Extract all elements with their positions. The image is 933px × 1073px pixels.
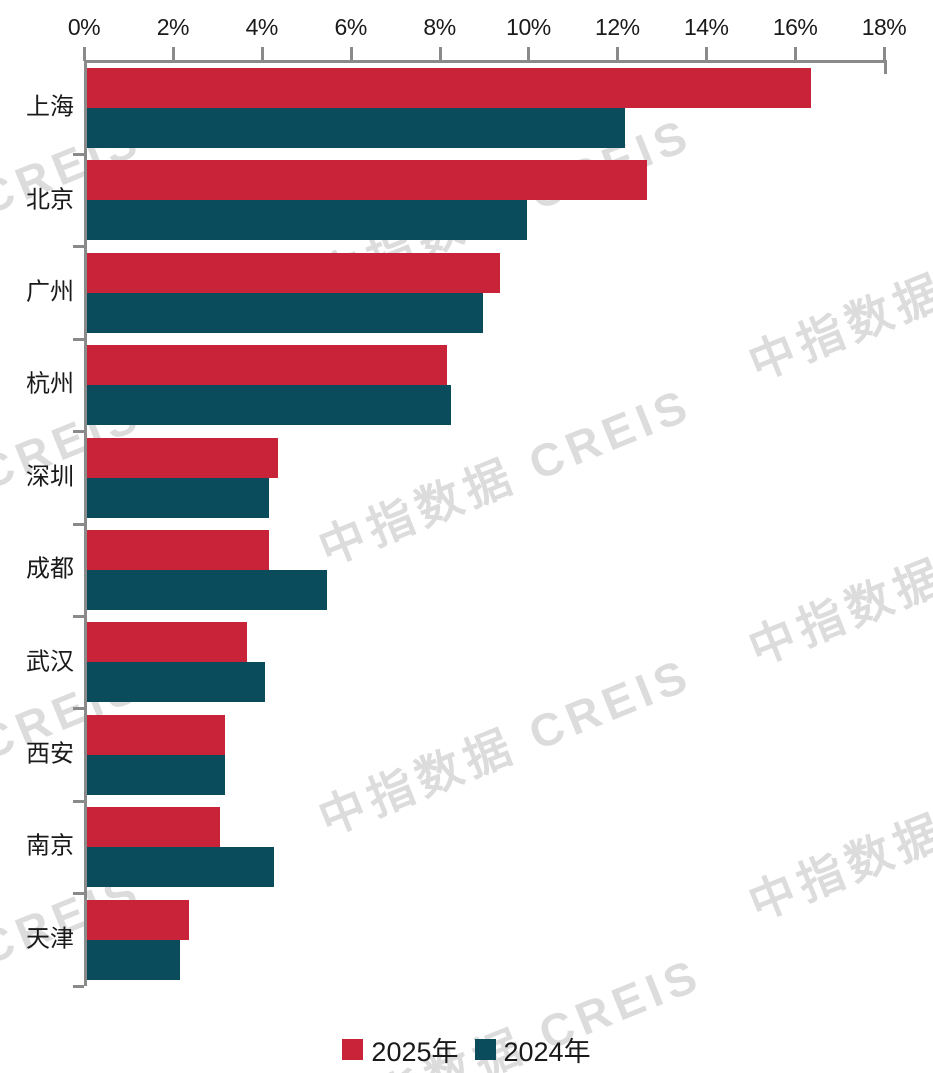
x-tick-label: 4%: [245, 14, 279, 40]
category-label: 深圳: [26, 463, 74, 491]
bar-2024: [87, 847, 274, 888]
watermark-text: 中指数据 CREIS: [741, 478, 933, 675]
y-tick-mark: [73, 337, 84, 341]
x-tick-mark: [349, 47, 353, 61]
category-label: 北京: [26, 186, 74, 214]
legend: 2025年 2024年: [0, 1030, 933, 1069]
x-tick-label: 16%: [772, 14, 818, 40]
x-axis-end-cap: [884, 60, 887, 74]
y-axis-line: [84, 62, 87, 986]
y-tick-mark: [73, 799, 84, 803]
bar-2025: [87, 899, 189, 940]
watermark-text: 中指数据 CREIS: [311, 647, 700, 845]
category-label: 西安: [26, 740, 74, 768]
category-label: 成都: [26, 555, 74, 583]
category-label: 杭州: [26, 370, 74, 398]
x-tick-label: 14%: [683, 14, 729, 40]
bar-2025: [87, 530, 269, 570]
bar-2024: [87, 292, 483, 333]
x-tick-label: 12%: [595, 14, 640, 40]
x-tick-mark: [260, 47, 264, 61]
category-label: 上海: [26, 93, 74, 121]
category-label: 南京: [26, 832, 74, 860]
category-label: 武汉: [26, 648, 74, 676]
x-axis-line: [84, 60, 887, 63]
bar-2025: [87, 714, 225, 755]
category-label: 广州: [26, 278, 74, 306]
watermark-text: 中指数据 CREIS: [741, 733, 933, 930]
bar-2024: [87, 570, 327, 610]
bar-2025: [87, 807, 220, 848]
bar-2025: [87, 68, 811, 108]
bar-2024: [87, 385, 451, 426]
x-tick-label: 8%: [423, 14, 456, 40]
y-tick-mark: [73, 430, 84, 434]
x-tick-mark: [171, 47, 175, 61]
bar-2024: [87, 477, 269, 518]
legend-label-2025: 2025年: [371, 1037, 459, 1067]
category-label: 天津: [26, 925, 74, 953]
x-tick-label: 0%: [67, 14, 101, 40]
bar-2025: [87, 345, 447, 386]
x-tick-label: 18%: [861, 14, 907, 40]
legend-label-2024: 2024年: [503, 1037, 591, 1067]
x-tick-label: 10%: [506, 14, 551, 40]
bar-2025: [87, 622, 247, 663]
bar-2025: [87, 252, 500, 293]
bar-2024: [87, 939, 180, 980]
watermark-text: 中指数据 CREIS: [741, 193, 933, 390]
x-tick-mark: [83, 47, 86, 61]
x-tick-label: 6%: [334, 14, 368, 40]
legend-item-2025: 2025年: [342, 1030, 459, 1069]
x-tick-mark: [883, 47, 886, 61]
y-tick-mark: [73, 152, 84, 156]
x-tick-mark: [705, 47, 709, 61]
bar-2025: [87, 160, 647, 201]
legend-swatch-2025: [342, 1039, 364, 1060]
x-tick-label: 2%: [156, 14, 190, 40]
bar-2024: [87, 200, 527, 241]
y-tick-mark: [73, 522, 84, 526]
y-tick-mark: [73, 707, 84, 711]
x-tick-mark: [438, 47, 442, 61]
legend-swatch-2024: [474, 1039, 496, 1060]
x-tick-mark: [794, 47, 798, 61]
bar-2024: [87, 662, 265, 703]
legend-item-2024: 2024年: [474, 1030, 591, 1069]
bar-2025: [87, 437, 278, 478]
y-tick-mark: [73, 614, 84, 618]
y-tick-mark: [73, 245, 84, 249]
bar-2024: [87, 754, 225, 795]
bar-2024: [87, 108, 625, 148]
y-tick-mark: [73, 892, 84, 896]
x-tick-mark: [616, 47, 620, 61]
x-tick-mark: [527, 47, 531, 61]
y-tick-mark: [73, 984, 84, 988]
